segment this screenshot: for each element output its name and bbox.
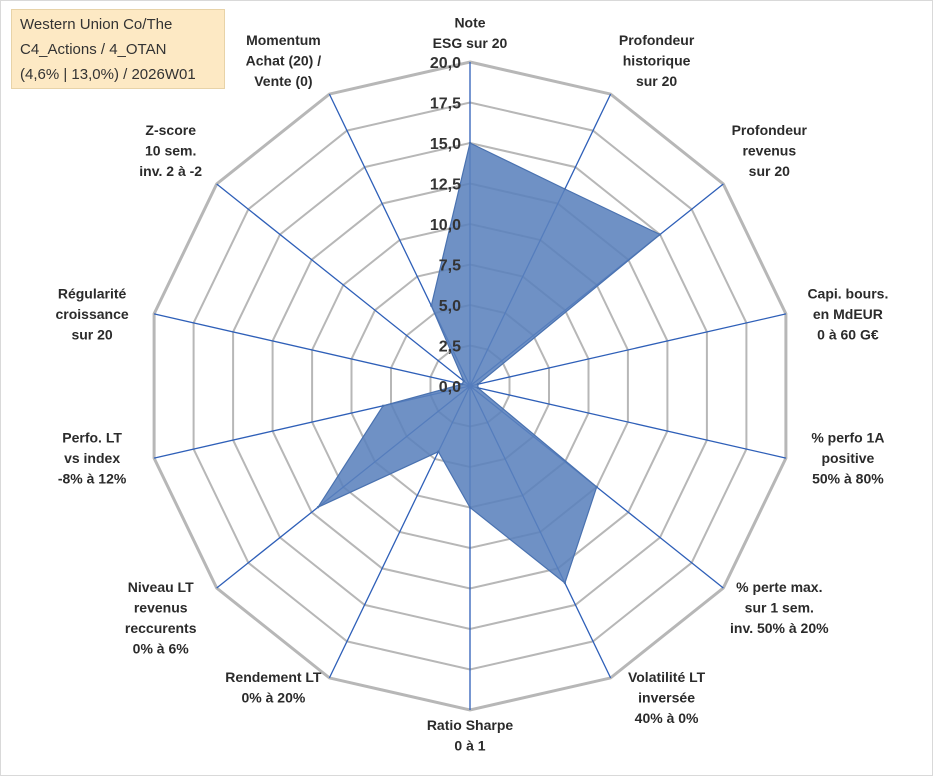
axis-label-line: Ratio Sharpe [427, 717, 514, 733]
axis-label: Capi. bours. en MdEUR 0 à 60 G€ [807, 285, 888, 342]
axis-label: Momentum Achat (20) / Vente (0) [246, 32, 322, 89]
axis-label-line: revenus [742, 143, 796, 159]
axis-label-line: % perte max. [736, 579, 822, 595]
axis-label-line: sur 20 [636, 73, 677, 89]
tick-label: 7,5 [439, 258, 461, 275]
axis-label-line: 0% à 20% [241, 689, 305, 705]
axis-label-line: en MdEUR [813, 306, 883, 322]
axis-label-line: croissance [56, 306, 129, 322]
data-point [462, 379, 465, 383]
axis-label-line: % perfo 1A [811, 430, 884, 446]
tick-label: 12,5 [430, 177, 461, 194]
data-point [658, 233, 662, 236]
axis-label-line: historique [623, 53, 691, 69]
axis-spoke [216, 183, 471, 387]
axis-label-line: inv. 2 à -2 [139, 163, 202, 179]
axis-label: Volatilité LT inversée 40% à 0% [628, 669, 706, 726]
axis-label-line: 0 à 60 G€ [817, 326, 879, 342]
axis-label-line: Momentum [246, 32, 321, 48]
tick-label: 17,5 [430, 96, 461, 113]
tick-label: 0,0 [439, 379, 461, 396]
axis-label-line: 10 sem. [145, 143, 196, 159]
axis-label-line: positive [821, 450, 874, 466]
axis-label-line: Niveau LT [128, 579, 194, 595]
axis-label-line: reccurents [125, 620, 197, 636]
title-line-1: Western Union Co/The [20, 16, 173, 33]
data-point [381, 404, 385, 407]
axis-label: Régularité croissance sur 20 [56, 285, 129, 342]
axis-label-line: inv. 50% à 20% [730, 620, 829, 636]
axis-label: Note ESG sur 20 [433, 15, 508, 52]
axis-label: Profondeur revenus sur 20 [732, 122, 808, 179]
axis-label: Rendement LT 0% à 20% [225, 669, 322, 706]
axis-label-line: vs index [64, 450, 120, 466]
data-point [468, 506, 472, 509]
axis-label-line: sur 20 [71, 326, 112, 342]
axis-label-line: sur 1 sem. [745, 600, 814, 616]
data-point [437, 450, 440, 453]
axis-label-line: Perfo. LT [62, 430, 122, 446]
tick-label: 2,5 [439, 339, 461, 356]
axis-label-line: Profondeur [732, 122, 808, 138]
axis-label-line: revenus [134, 600, 188, 616]
axis-label-line: Régularité [58, 285, 127, 301]
axis-label-line: Note [454, 15, 485, 31]
axis-label-line: 0% à 6% [133, 641, 190, 657]
axis-label: Niveau LT revenus reccurents 0% à 6% [125, 579, 197, 657]
axis-label: Z-score 10 sem. inv. 2 à -2 [139, 122, 202, 179]
axis-label-line: ESG sur 20 [433, 35, 508, 51]
axis-label-line: Achat (20) / [246, 53, 322, 69]
tick-label: 15,0 [430, 136, 461, 153]
axis-label: Profondeur historique sur 20 [619, 32, 695, 89]
axis-spoke [469, 385, 787, 459]
axis-label: Ratio Sharpe 0 à 1 [427, 717, 514, 754]
data-point [563, 581, 567, 585]
axis-label: % perfo 1A positive 50% à 80% [811, 430, 884, 487]
tick-label: 10,0 [430, 217, 461, 234]
axis-label-line: 40% à 0% [635, 710, 699, 726]
axis-label-line: 50% à 80% [812, 471, 884, 487]
axis-label-line: -8% à 12% [58, 471, 127, 487]
data-point [430, 304, 433, 307]
axis-label-line: Rendement LT [225, 669, 322, 685]
data-point [476, 383, 480, 386]
axis-label-line: 0 à 1 [454, 738, 485, 754]
axis-label-line: Vente (0) [254, 73, 312, 89]
axis-label-line: Volatilité LT [628, 669, 706, 685]
axis-label: % perte max. sur 1 sem. inv. 50% à 20% [730, 579, 829, 636]
axis-label-line: Capi. bours. [807, 285, 888, 301]
axis-spoke [469, 313, 787, 387]
axis-label-line: sur 20 [749, 163, 790, 179]
data-point [316, 506, 320, 509]
axis-label-line: Z-score [145, 122, 196, 138]
data-point [563, 187, 567, 191]
data-point [476, 386, 480, 389]
axis-label-line: inversée [638, 689, 695, 705]
axis-spoke [153, 313, 471, 387]
title-line-3: (4,6% | 13,0%) / 2026W01 [20, 66, 196, 83]
tick-label: 20,0 [430, 55, 461, 72]
tick-label: 5,0 [439, 298, 461, 315]
data-point [468, 141, 472, 145]
data-point [595, 485, 598, 489]
title-line-2: C4_Actions / 4_OTAN [20, 41, 167, 58]
axis-label-line: Profondeur [619, 32, 695, 48]
axis-label: Perfo. LT vs index -8% à 12% [58, 430, 127, 487]
title-box: Western Union Co/The C4_Actions / 4_OTAN… [11, 9, 225, 89]
data-point [460, 383, 464, 386]
